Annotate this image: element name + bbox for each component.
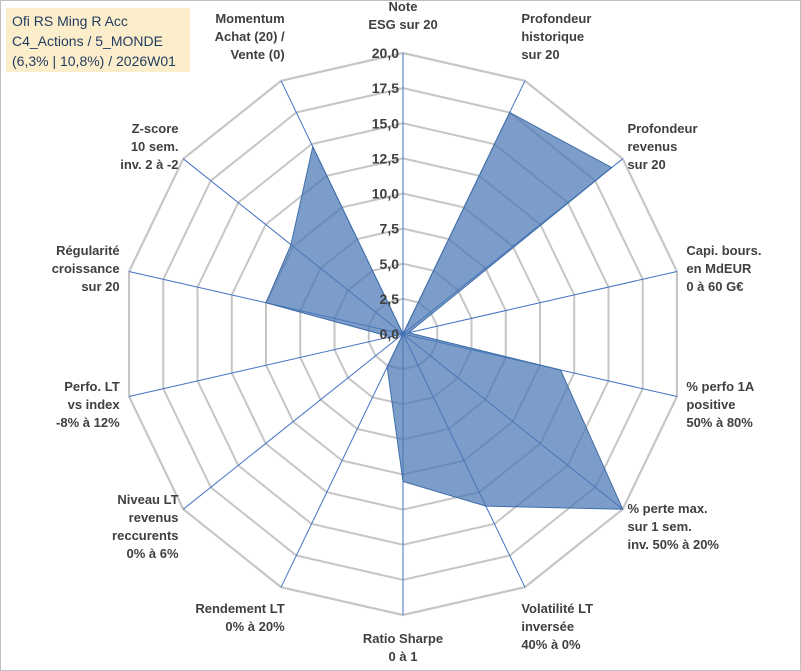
tick-label-3: 7,5: [380, 221, 400, 237]
axis-label-13: Momentum Achat (20) / Vente (0): [215, 11, 285, 62]
axis-label-12-line-0: Z-score: [132, 121, 179, 136]
axis-label-13-line-1: Achat (20) /: [215, 29, 285, 44]
axis-label-5-line-2: inv. 50% à 20%: [627, 537, 719, 552]
axis-label-2: Profondeur revenus sur 20: [627, 121, 697, 172]
axis-label-13-line-0: Momentum: [215, 11, 284, 26]
title-line-stats: (6,3% | 10,8%) / 2026W01: [12, 53, 176, 69]
axis-label-7-line-1: 0 à 1: [389, 649, 418, 664]
axis-label-11: Régularité croissance sur 20: [52, 243, 120, 294]
tick-label-8: 20,0: [372, 45, 399, 61]
axis-label-11-line-1: croissance: [52, 261, 120, 276]
title-line-fund: Ofi RS Ming R Acc: [12, 13, 128, 29]
tick-label-1: 2,5: [380, 291, 400, 307]
tick-label-2: 5,0: [380, 256, 400, 272]
axis-label-7-line-0: Ratio Sharpe: [363, 631, 443, 646]
axis-label-2-line-1: revenus: [627, 139, 677, 154]
axis-label-10-line-2: -8% à 12%: [56, 415, 120, 430]
data-layer: [265, 111, 624, 510]
axis-label-2-line-0: Profondeur: [627, 121, 697, 136]
axis-label-1-line-1: historique: [521, 29, 584, 44]
axis-label-9-line-1: revenus: [129, 510, 179, 525]
chart-title-box: Ofi RS Ming R Acc C4_Actions / 5_MONDE (…: [6, 8, 190, 72]
axis-label-6-line-1: inversée: [521, 619, 574, 634]
axis-label-4-line-0: % perfo 1A: [686, 379, 755, 394]
tick-label-6: 15,0: [372, 115, 399, 131]
tick-label-5: 12,5: [372, 150, 399, 166]
tick-label-0: 0,0: [380, 326, 400, 342]
axis-label-1-line-0: Profondeur: [521, 11, 591, 26]
axis-label-6-line-0: Volatilité LT: [521, 601, 593, 616]
axis-label-12-line-2: inv. 2 à -2: [120, 157, 178, 172]
axis-label-10: Perfo. LT vs index -8% à 12%: [56, 379, 120, 430]
title-line-category: C4_Actions / 5_MONDE: [12, 33, 163, 49]
axis-label-12: Z-score 10 sem. inv. 2 à -2: [120, 121, 178, 172]
axis-label-6: Volatilité LT inversée 40% à 0%: [521, 601, 593, 652]
axis-label-9-line-3: 0% à 6%: [126, 546, 178, 561]
axis-label-12-line-1: 10 sem.: [131, 139, 179, 154]
axis-label-10-line-0: Perfo. LT: [64, 379, 119, 394]
axis-label-4: % perfo 1A positive 50% à 80%: [686, 379, 755, 430]
axis-label-3-line-0: Capi. bours.: [686, 243, 761, 258]
spoke-8: [280, 333, 404, 588]
spoke-3: [402, 270, 678, 335]
axis-label-8-line-1: 0% à 20%: [225, 619, 285, 634]
label-layer: Note ESG sur 20 Profondeur historique sur 20…: [52, 0, 762, 664]
spoke-10: [128, 333, 404, 398]
axis-label-9-line-0: Niveau LT: [117, 492, 178, 507]
axis-label-8: Rendement LT 0% à 20%: [195, 601, 285, 634]
axis-label-13-line-2: Vente (0): [230, 47, 284, 62]
axis-label-5-line-0: % perte max.: [627, 501, 707, 516]
tick-label-4: 10,0: [372, 186, 399, 202]
axis-label-3-line-1: en MdEUR: [686, 261, 752, 276]
axis-label-9: Niveau LT revenus reccurents 0% à 6%: [112, 492, 179, 561]
tick-layer: 0,0 2,5 5,0 7,5 10,0 12,5 15,0 17,5 20,0: [372, 45, 399, 342]
axis-label-2-line-2: sur 20: [627, 157, 665, 172]
axis-label-11-line-0: Régularité: [56, 243, 120, 258]
axis-label-7: Ratio Sharpe 0 à 1: [363, 631, 443, 664]
axis-label-11-line-2: sur 20: [81, 279, 119, 294]
axis-label-1-line-2: sur 20: [521, 47, 559, 62]
axis-label-5: % perte max. sur 1 sem. inv. 50% à 20%: [627, 501, 719, 552]
axis-label-3-line-2: 0 à 60 G€: [686, 279, 743, 294]
tick-label-7: 17,5: [372, 80, 399, 96]
axis-label-4-line-2: 50% à 80%: [686, 415, 753, 430]
axis-label-9-line-2: reccurents: [112, 528, 178, 543]
axis-label-0-line-0: Note: [389, 0, 418, 14]
axis-label-4-line-1: positive: [686, 397, 735, 412]
axis-label-10-line-1: vs index: [68, 397, 121, 412]
axis-label-6-line-2: 40% à 0%: [521, 637, 581, 652]
axis-label-0: Note ESG sur 20: [368, 0, 437, 32]
spoke-9: [182, 333, 404, 510]
axis-label-3: Capi. bours. en MdEUR 0 à 60 G€: [686, 243, 761, 294]
axis-label-1: Profondeur historique sur 20: [521, 11, 591, 62]
axis-label-5-line-1: sur 1 sem.: [627, 519, 691, 534]
axis-label-0-line-1: ESG sur 20: [368, 17, 437, 32]
data-area: [265, 111, 624, 510]
axis-label-8-line-0: Rendement LT: [195, 601, 284, 616]
